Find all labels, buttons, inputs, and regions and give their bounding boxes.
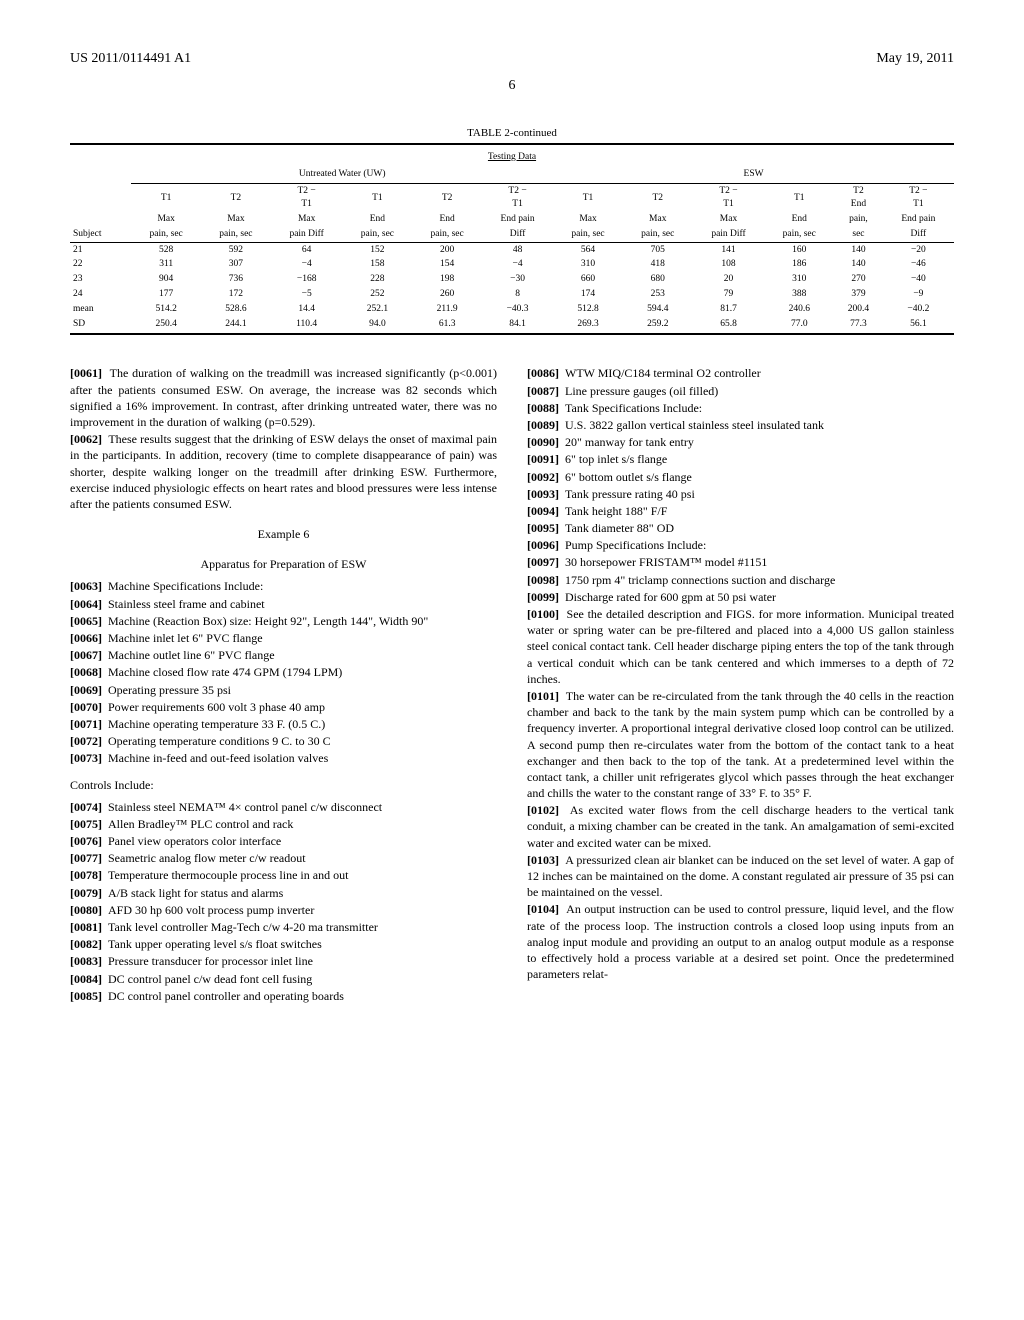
- table-row: 22311307−4158154−4310418108186140−46: [70, 257, 954, 272]
- para-79: A/B stack light for status and alarms: [108, 886, 283, 900]
- para-91: 6" top inlet s/s flange: [565, 452, 667, 466]
- para-98: 1750 rpm 4" triclamp connections suction…: [565, 573, 835, 587]
- page-number: 6: [70, 77, 954, 96]
- table-row: mean514.2528.614.4252.1211.9−40.3512.859…: [70, 302, 954, 317]
- para-103: A pressurized clean air blanket can be i…: [527, 853, 954, 899]
- para-73: Machine in-feed and out-feed isolation v…: [108, 751, 328, 765]
- para-70: Power requirements 600 volt 3 phase 40 a…: [108, 700, 325, 714]
- two-column-layout: [0061] The duration of walking on the tr…: [70, 365, 954, 1005]
- para-66: Machine inlet let 6" PVC flange: [108, 631, 263, 645]
- para-69: Operating pressure 35 psi: [108, 683, 231, 697]
- para-65: Machine (Reaction Box) size: Height 92",…: [108, 614, 428, 628]
- table-subtitle: Testing Data: [70, 147, 954, 168]
- para-102: As excited water flows from the cell dis…: [527, 803, 954, 849]
- para-75: Allen Bradley™ PLC control and rack: [108, 817, 293, 831]
- para-94: Tank height 188" F/F: [565, 504, 667, 518]
- para-61: The duration of walking on the treadmill…: [70, 366, 497, 429]
- para-84: DC control panel c/w dead font cell fusi…: [108, 972, 312, 986]
- right-column: [0086] WTW MIQ/C184 terminal O2 controll…: [527, 365, 954, 1005]
- para-77: Seametric analog flow meter c/w readout: [108, 851, 306, 865]
- para-96: Pump Specifications Include:: [565, 538, 706, 552]
- para-67: Machine outlet line 6" PVC flange: [108, 648, 275, 662]
- para-89: U.S. 3822 gallon vertical stainless stee…: [565, 418, 824, 432]
- para-99: Discharge rated for 600 gpm at 50 psi wa…: [565, 590, 776, 604]
- table-row: 23904736−168228198−3066068020310270−40: [70, 272, 954, 287]
- para-92: 6" bottom outlet s/s flange: [565, 470, 692, 484]
- para-71: Machine operating temperature 33 F. (0.5…: [108, 717, 325, 731]
- para-83: Pressure transducer for processor inlet …: [108, 954, 313, 968]
- table-row: SD250.4244.1110.494.061.384.1269.3259.26…: [70, 317, 954, 332]
- para-82: Tank upper operating level s/s float swi…: [108, 937, 322, 951]
- table-row: 24177172−5252260817425379388379−9: [70, 287, 954, 302]
- testing-data-table: Testing Data Untreated Water (UW) ESW T1…: [70, 143, 954, 336]
- para-86: WTW MIQ/C184 terminal O2 controller: [565, 366, 761, 380]
- controls-heading: Controls Include:: [70, 777, 497, 793]
- para-72: Operating temperature conditions 9 C. to…: [108, 734, 331, 748]
- para-101: The water can be re-circulated from the …: [527, 689, 954, 800]
- page-header: US 2011/0114491 A1 May 19, 2011: [70, 50, 954, 69]
- publication-number: US 2011/0114491 A1: [70, 50, 191, 69]
- para-100: See the detailed description and FIGS. f…: [527, 607, 954, 686]
- example-6-title: Example 6: [70, 526, 497, 542]
- group-esw: ESW: [553, 167, 954, 183]
- para-80: AFD 30 hp 600 volt process pump inverter: [108, 903, 314, 917]
- para-97: 30 horsepower FRISTAM™ model #1151: [565, 555, 767, 569]
- para-63: Machine Specifications Include:: [108, 579, 263, 593]
- para-81: Tank level controller Mag-Tech c/w 4-20 …: [108, 920, 378, 934]
- example-6-sub: Apparatus for Preparation of ESW: [70, 556, 497, 572]
- para-68: Machine closed flow rate 474 GPM (1794 L…: [108, 665, 342, 679]
- para-74: Stainless steel NEMA™ 4× control panel c…: [108, 800, 382, 814]
- para-93: Tank pressure rating 40 psi: [565, 487, 695, 501]
- left-column: [0061] The duration of walking on the tr…: [70, 365, 497, 1005]
- para-64: Stainless steel frame and cabinet: [108, 597, 265, 611]
- para-78: Temperature thermocouple process line in…: [108, 868, 348, 882]
- para-95: Tank diameter 88" OD: [565, 521, 674, 535]
- para-62: These results suggest that the drinking …: [70, 432, 497, 511]
- table-row: 215285926415220048564705141160140−20: [70, 242, 954, 257]
- para-90: 20" manway for tank entry: [565, 435, 694, 449]
- para-88: Tank Specifications Include:: [565, 401, 702, 415]
- para-87: Line pressure gauges (oil filled): [565, 384, 718, 398]
- table-title: TABLE 2-continued: [70, 126, 954, 141]
- group-uw: Untreated Water (UW): [131, 167, 553, 183]
- para-76: Panel view operators color interface: [108, 834, 281, 848]
- publication-date: May 19, 2011: [876, 50, 954, 69]
- para-104: An output instruction can be used to con…: [527, 902, 954, 981]
- para-85: DC control panel controller and operatin…: [108, 989, 344, 1003]
